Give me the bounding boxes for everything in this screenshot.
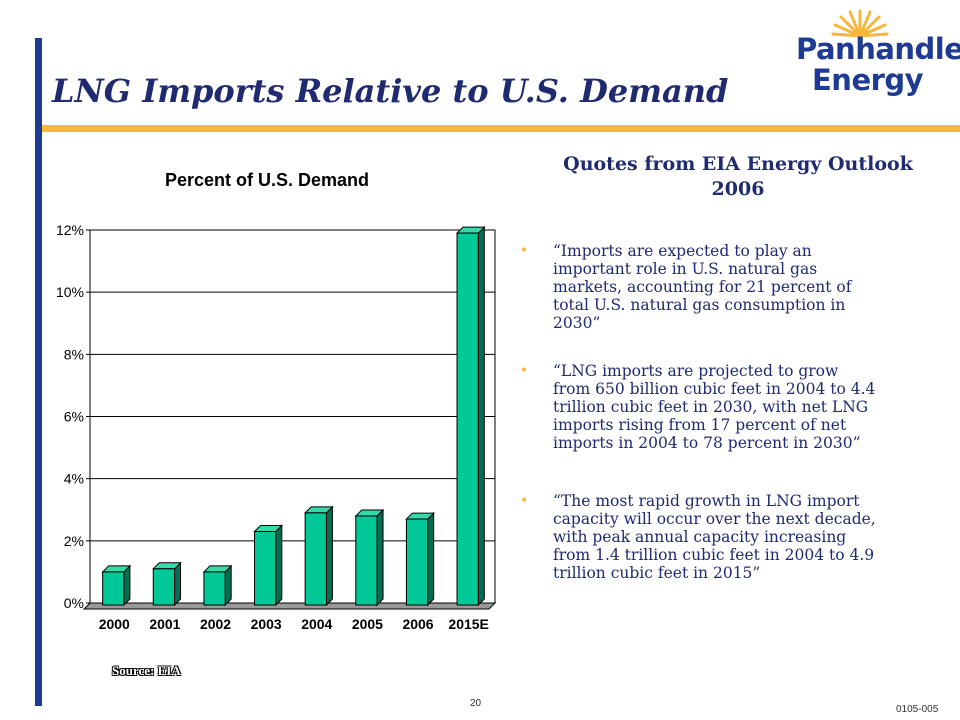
logo-text-panhandle: Panhandle (796, 32, 960, 66)
chart-title: Percent of U.S. Demand (165, 170, 370, 190)
bullet-icon: • (520, 493, 529, 509)
quote-list: • “Imports are expected to play an impor… (520, 242, 940, 582)
quote-item: • “The most rapid growth in LNG import c… (520, 492, 940, 582)
quote-line: “Imports are expected to play an (553, 242, 812, 260)
quote-line: with peak annual capacity increasing (553, 528, 847, 546)
quote-line: imports rising from 17 percent of net (553, 416, 847, 434)
y-tick-label: 8% (64, 346, 84, 362)
quote-line: from 1.4 trillion cubic feet in 2004 to … (553, 546, 875, 564)
bar-side (224, 564, 232, 607)
quote-line: important role in U.S. natural gas (553, 260, 818, 278)
x-tick-label: 2000 (99, 616, 130, 632)
quote-item: • “LNG imports are projected to grow fro… (520, 362, 940, 452)
quote-line: from 650 billion cubic feet in 2004 to 4… (553, 380, 876, 398)
quotes-heading-line-2: 2006 (711, 178, 765, 200)
bar (254, 531, 277, 606)
quote-line: “The most rapid growth in LNG import (553, 492, 860, 510)
y-tick-label: 2% (64, 533, 84, 549)
quotes-heading-line-1: Quotes from EIA Energy Outlook (563, 153, 913, 175)
logo-text-energy: Energy (812, 63, 924, 97)
quote-line: “LNG imports are projected to grow (553, 362, 839, 380)
bar (304, 512, 327, 606)
bar-side (427, 511, 435, 607)
page-number: 20 (470, 698, 482, 709)
bar-side (174, 561, 182, 607)
left-accent-rule (35, 38, 42, 706)
bar (355, 515, 378, 606)
x-tick-label: 2006 (402, 616, 433, 632)
y-tick-label: 10% (56, 284, 84, 300)
chart-source-note: Source: EIA (112, 663, 181, 678)
quote-item: • “Imports are expected to play an impor… (520, 242, 940, 332)
x-tick-label: 2004 (301, 616, 332, 632)
quotes-heading: Quotes from EIA Energy Outlook 2006 (512, 152, 960, 202)
title-underline-rule (42, 125, 960, 132)
bar (456, 232, 479, 606)
panhandle-energy-logo: Panhandle Energy (790, 8, 960, 100)
bullet-icon: • (520, 363, 529, 379)
quote-line: imports in 2004 to 78 percent in 2030” (553, 434, 861, 452)
y-tick-label: 4% (64, 471, 84, 487)
slide-title: LNG Imports Relative to U.S. Demand (52, 72, 729, 110)
bar-side (477, 225, 485, 607)
quote-line: trillion cubic feet in 2030, with net LN… (553, 398, 869, 416)
document-code: 0105-005 (896, 704, 939, 715)
quote-line: trillion cubic feet in 2015” (553, 564, 761, 582)
bar-side (325, 505, 333, 607)
bar (203, 571, 226, 606)
chart-floor (82, 602, 497, 610)
quote-line: total U.S. natural gas consumption in (553, 296, 846, 314)
x-tick-label: 2002 (200, 616, 231, 632)
x-tick-label: 2015E (448, 616, 488, 632)
bar (102, 571, 125, 606)
quote-line: 2030” (553, 314, 601, 332)
bar (152, 568, 176, 606)
quote-line: capacity will occur over the next decade… (553, 510, 876, 528)
sunburst-icon (831, 9, 889, 38)
bullet-icon: • (520, 243, 529, 259)
bar-chart: 0% 2% 4% 6% 8% 10% 12% 2000 2001 2002 2003 2004 2005… (56, 222, 497, 632)
x-tick-label: 2003 (251, 616, 282, 632)
y-tick-label: 0% (64, 595, 84, 611)
bar-side (376, 508, 384, 607)
y-tick-label: 12% (56, 222, 84, 238)
quote-line: markets, accounting for 21 percent of (553, 278, 852, 296)
bar-side (275, 524, 283, 607)
x-tick-label: 2001 (149, 616, 180, 632)
bar (405, 518, 429, 606)
y-tick-label: 6% (64, 409, 84, 425)
bar-side (123, 564, 131, 607)
x-tick-label: 2005 (352, 616, 383, 632)
